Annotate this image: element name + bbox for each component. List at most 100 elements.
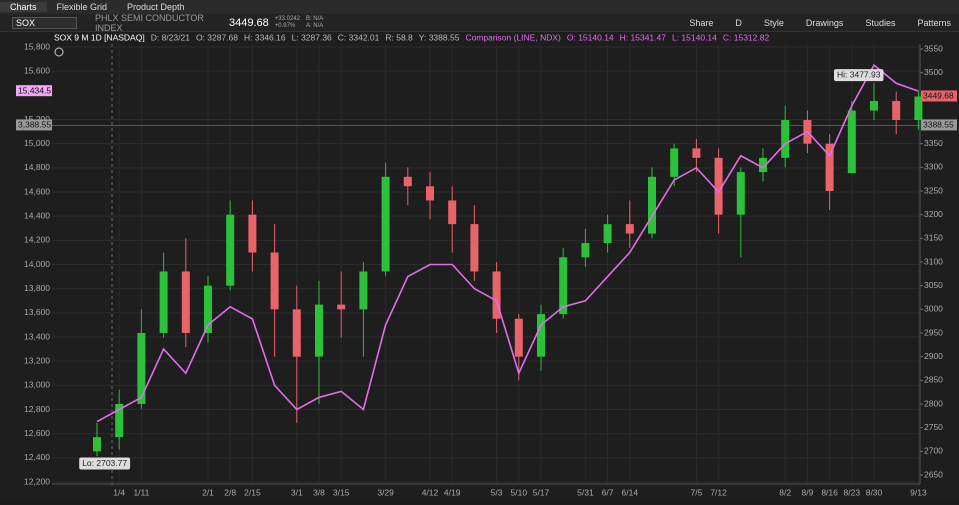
candle-body <box>847 110 856 174</box>
info-text: L: 15140.14 <box>672 32 717 42</box>
y2-tick-label: 3500 <box>924 67 943 77</box>
y2-tick-label: 3250 <box>924 185 943 195</box>
y2-tick-label: 2700 <box>924 446 943 456</box>
tab[interactable]: Charts <box>0 2 47 12</box>
x-tick-label: 5/31 <box>577 487 594 497</box>
price-tag <box>921 119 957 131</box>
candle-body <box>204 285 212 333</box>
x-tick-label: 6/14 <box>622 487 639 497</box>
candle-body <box>337 304 346 310</box>
info-text: H: 15341.47 <box>620 32 667 42</box>
y-tick-label: 14,000 <box>24 259 50 269</box>
toolbar-button[interactable]: D <box>735 17 742 28</box>
info-text: D: 8/23/21 <box>151 32 190 42</box>
y2-tick-label: 2850 <box>924 375 943 385</box>
toolbar-button[interactable]: Drawings <box>805 17 844 28</box>
x-tick-label: 2/8 <box>224 487 236 497</box>
y-tick-label: 15,000 <box>24 138 50 148</box>
x-tick-label: 5/10 <box>511 487 528 497</box>
candle-body <box>270 252 279 310</box>
info-icon[interactable] <box>54 47 64 57</box>
candle-body <box>736 172 745 215</box>
tab[interactable]: Product Depth <box>127 2 185 12</box>
info-text: O: 3287.68 <box>196 32 238 42</box>
toolbar-button[interactable]: Patterns <box>917 17 951 28</box>
x-tick-label: 2/1 <box>202 487 214 497</box>
info-text: L: 3287.36 <box>292 32 332 42</box>
y-tick-label: 12,200 <box>24 476 50 486</box>
candle-body <box>181 271 190 333</box>
candle-body <box>537 314 545 357</box>
x-tick-label: 4/19 <box>444 487 461 497</box>
y2-tick-label: 3050 <box>924 280 943 290</box>
annotation: Lo: 2703.77 <box>82 458 127 468</box>
symbol-description: PHLX SEMI CONDUCTOR INDEX <box>95 12 204 33</box>
candle-body <box>692 148 701 158</box>
price-tag <box>16 119 52 131</box>
candle-body <box>115 404 124 438</box>
candle-body <box>470 224 479 272</box>
symbol-input[interactable]: SOX <box>12 16 77 29</box>
y-tick-label: 12,600 <box>24 428 50 438</box>
x-tick-label: 8/9 <box>801 487 813 497</box>
symbol-bar: SOX PHLX SEMI CONDUCTOR INDEX 3449.68 +3… <box>0 12 959 33</box>
chart: SOX 9 M 1D [NASDAQ] D: 8/23/21 O: 3287.68 H… <box>0 6 959 500</box>
x-tick-label: 7/12 <box>710 487 727 497</box>
y-tick-label: 15,200 <box>24 114 50 124</box>
info-text: C: 15312.82 <box>723 32 770 42</box>
candle-body <box>492 271 501 319</box>
candle-body <box>759 157 767 173</box>
tab[interactable]: Flexible Grid <box>56 2 108 12</box>
annotation-bg <box>79 457 131 470</box>
toolbar: Share D Style Drawings Studies Patterns <box>689 18 951 28</box>
toolbar-button[interactable]: Style <box>763 17 784 28</box>
y-tick-label: 14,800 <box>24 162 50 172</box>
candle-body <box>315 304 323 357</box>
y-tick-label: 15,800 <box>24 41 50 51</box>
candle-body <box>648 176 656 234</box>
x-tick-label: 8/23 <box>844 487 861 497</box>
annotation: Hi: 3477.93 <box>837 69 881 79</box>
change-box: +33.0242 +0.97% <box>275 16 300 30</box>
candle-body <box>559 257 568 315</box>
y-tick-label: 12,400 <box>24 452 50 462</box>
x-tick-label: 3/1 <box>291 487 303 497</box>
x-tick-label: 3/15 <box>333 487 350 497</box>
candle-body <box>426 186 434 201</box>
x-tick-label: 2/15 <box>244 487 261 497</box>
info-text: C: 3342.01 <box>338 32 380 42</box>
y-tick-label: 13,800 <box>24 283 50 293</box>
toolbar-button[interactable]: Studies <box>865 17 896 28</box>
price-tag <box>16 85 52 97</box>
change-pct: +0.97% <box>274 22 296 29</box>
x-tick-label: 3/29 <box>377 487 394 497</box>
candle-body <box>825 143 834 191</box>
info-text: O: 15140.14 <box>567 32 614 42</box>
candle-body <box>870 101 878 111</box>
x-tick-label: 8/2 <box>779 487 791 497</box>
y-tick-label: 14,600 <box>24 186 50 196</box>
toolbar-button[interactable]: Share <box>689 17 714 28</box>
bid: B: N/A <box>305 15 324 22</box>
price-tag-label: 15,434.5 <box>18 85 51 95</box>
y2-tick-label: 2950 <box>924 327 943 337</box>
y-tick-label: 12,800 <box>24 404 50 414</box>
price-tag <box>921 90 957 102</box>
candle-body <box>403 176 412 187</box>
y2-tick-label: 3350 <box>924 138 943 148</box>
y2-tick-label: 3300 <box>924 162 943 172</box>
candle-body <box>448 200 457 225</box>
candle-body <box>914 96 923 120</box>
y2-tick-label: 3000 <box>924 304 943 314</box>
tab-bar: Charts Flexible Grid Product Depth <box>0 0 959 14</box>
candle-body <box>625 224 634 234</box>
comparison-name: Comparison (LINE, NDX) <box>465 32 561 42</box>
info-text: SOX 9 M 1D [NASDAQ] <box>54 32 145 42</box>
y-tick-label: 13,000 <box>24 380 50 390</box>
info-text: H: 3346.16 <box>244 32 286 42</box>
y2-tick-label: 3100 <box>924 256 943 266</box>
y2-tick-label: 2900 <box>924 351 943 361</box>
y-tick-label: 13,600 <box>24 307 50 317</box>
candle-body <box>514 318 523 357</box>
